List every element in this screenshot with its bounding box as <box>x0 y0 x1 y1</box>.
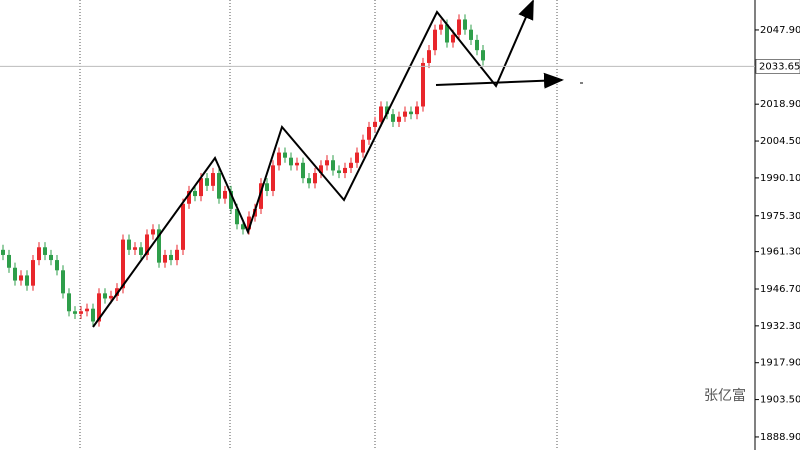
candle-body <box>229 190 233 209</box>
candle-body <box>211 173 215 186</box>
candle-body <box>199 178 203 197</box>
candle-body <box>337 170 341 174</box>
candle-body <box>475 39 479 51</box>
candle-body <box>445 24 449 43</box>
candle-body <box>289 157 293 166</box>
y-tick-label: 1888.90 <box>760 432 800 443</box>
candle-body <box>67 293 71 312</box>
candle-body <box>223 190 227 199</box>
time-grid <box>79 0 558 450</box>
candle-body <box>91 308 95 322</box>
candle-body <box>157 229 161 263</box>
candle-body <box>103 293 107 299</box>
candle-body <box>373 121 377 127</box>
candle-body <box>187 190 191 204</box>
y-tick-label: 2047.90 <box>760 25 800 36</box>
candle-body <box>37 247 41 261</box>
candle-body <box>319 165 323 174</box>
candle-body <box>277 152 281 166</box>
candle-body <box>451 34 455 43</box>
candle-body <box>1 249 5 255</box>
y-tick-label: 2018.90 <box>760 99 800 110</box>
candle-body <box>481 50 485 61</box>
candle-body <box>247 216 251 230</box>
y-tick-label: 1903.50 <box>760 395 800 406</box>
candles <box>1 14 485 327</box>
candle-body <box>97 293 101 322</box>
candle-body <box>241 224 245 230</box>
candle-body <box>397 116 401 122</box>
candle-body <box>265 183 269 191</box>
trend-drawing <box>92 0 583 328</box>
candle-body <box>127 239 131 250</box>
candle-body <box>325 160 329 166</box>
candle-body <box>217 173 221 199</box>
candle-body <box>343 167 347 174</box>
candle-body <box>139 247 143 255</box>
candle-body <box>73 311 77 314</box>
candle-body <box>133 247 137 250</box>
y-tick-label: 1932.30 <box>760 321 800 332</box>
candle-body <box>295 162 299 166</box>
candle-body <box>427 50 431 63</box>
y-tick-label: 1975.30 <box>760 211 800 222</box>
candle-body <box>145 234 149 255</box>
candle-body <box>43 247 47 255</box>
watermark: 张亿富 <box>704 387 746 404</box>
y-tick-label: 1990.10 <box>760 173 800 184</box>
last-price-label: 2033.65 <box>759 61 800 72</box>
candle-body <box>151 229 155 235</box>
candle-body <box>415 106 419 115</box>
candle-body <box>367 126 371 140</box>
candle-body <box>283 152 287 158</box>
candle-body <box>25 275 29 286</box>
candle-body <box>409 111 413 115</box>
candle-body <box>205 178 209 186</box>
candle-body <box>7 254 11 268</box>
candle-body <box>169 254 173 261</box>
candle-body <box>331 160 335 171</box>
candle-body <box>61 270 65 294</box>
candle-body <box>301 162 305 179</box>
candle-body <box>259 183 263 209</box>
candle-body <box>421 62 425 107</box>
candle-body <box>361 139 365 153</box>
candle-body <box>13 267 17 281</box>
candle-body <box>271 165 275 191</box>
candle-body <box>55 260 59 271</box>
candle-body <box>181 203 185 250</box>
candle-body <box>439 24 443 30</box>
y-tick-label: 1961.30 <box>760 247 800 258</box>
y-tick-label: 1946.70 <box>760 284 800 295</box>
candle-body <box>85 308 89 312</box>
candle-body <box>463 19 467 30</box>
candle-body <box>349 162 353 168</box>
candle-body <box>175 249 179 261</box>
candle-body <box>31 260 35 286</box>
candle-body <box>235 208 239 225</box>
candle-body <box>307 178 311 184</box>
candle-body <box>109 295 113 299</box>
candle-body <box>121 239 125 289</box>
candle-body <box>193 190 197 197</box>
y-tick-label: 2004.50 <box>760 136 800 147</box>
candle-body <box>385 106 389 115</box>
candle-body <box>433 29 437 51</box>
candle-body <box>313 173 317 184</box>
candle-body <box>355 152 359 163</box>
candle-body <box>19 275 23 281</box>
candle-body <box>391 114 395 122</box>
candle-body <box>379 106 383 122</box>
candle-body <box>457 19 461 35</box>
candle-body <box>163 254 167 263</box>
candle-body <box>49 254 53 261</box>
candle-body <box>79 311 83 314</box>
y-tick-label: 1917.90 <box>760 358 800 369</box>
candle-body <box>469 29 473 40</box>
last-price-box <box>755 59 800 74</box>
candle-body <box>403 111 407 117</box>
